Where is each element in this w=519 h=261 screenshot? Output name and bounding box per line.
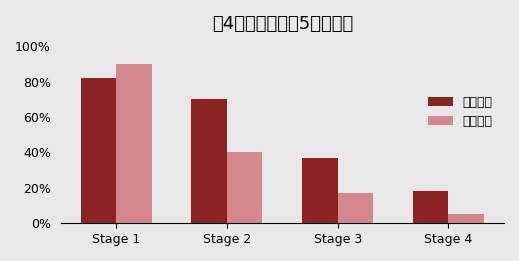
Bar — [302, 158, 338, 223]
Bar — [227, 152, 263, 223]
Bar — [448, 215, 484, 223]
Bar — [192, 99, 227, 223]
Bar — [116, 64, 152, 223]
Legend: 胆囊がん, 胆管がん: 胆囊がん, 胆管がん — [423, 91, 498, 133]
Bar — [413, 191, 448, 223]
Bar — [81, 78, 116, 223]
Title: 围4：胆道がんの5年生存率: 围4：胆道がんの5年生存率 — [212, 15, 353, 33]
Bar — [338, 193, 373, 223]
